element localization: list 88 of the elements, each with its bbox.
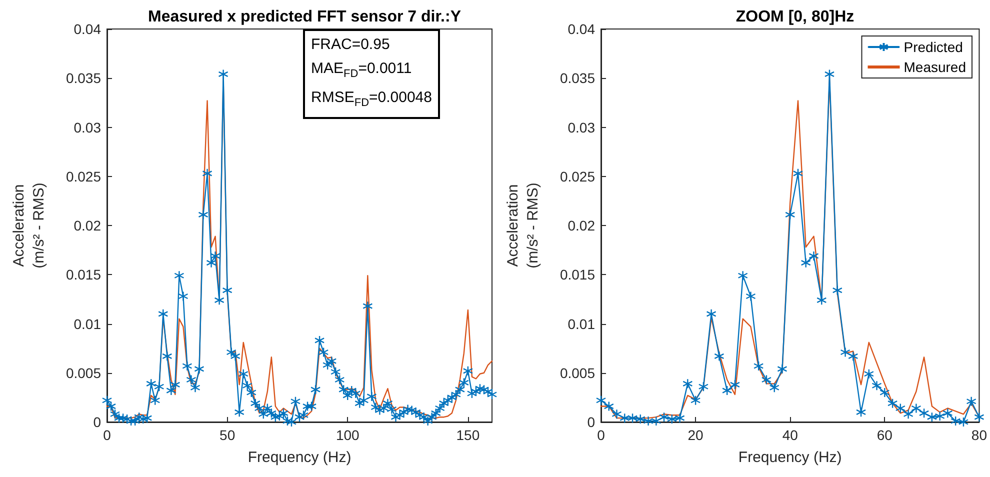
point (816, 295, 827, 306)
point (864, 368, 874, 379)
point (698, 382, 709, 392)
point (950, 416, 961, 426)
point (643, 416, 654, 426)
point (612, 409, 622, 420)
annotation: FRAC=0.95 (311, 35, 391, 55)
point (926, 412, 938, 422)
y-tick-label: 0 (93, 414, 102, 430)
point (682, 378, 693, 389)
point (808, 250, 819, 262)
point (761, 374, 772, 385)
point (596, 395, 606, 406)
point (706, 308, 716, 320)
point (974, 412, 984, 422)
point (903, 409, 914, 420)
point (738, 270, 748, 281)
legend-label: Measured (904, 59, 966, 75)
y-tick-label: 0.025 (66, 168, 102, 184)
point (604, 401, 614, 412)
point (848, 351, 858, 362)
point (911, 403, 922, 414)
point (918, 408, 930, 418)
x-tick-label: 60 (876, 427, 893, 443)
point (942, 408, 953, 418)
point (966, 396, 976, 406)
x-tick-label: 40 (782, 427, 798, 443)
point (832, 285, 842, 296)
point (895, 403, 906, 414)
annotation: RMSE$_{FD}$=0.00048 (311, 88, 432, 111)
y-axis-title: Acceleration (m/s² - RMS) (504, 182, 542, 268)
point (856, 407, 866, 418)
point (635, 414, 646, 424)
chart-title: ZOOM [0, 80]Hz (736, 8, 854, 26)
point (777, 364, 788, 374)
x-tick-label: 0 (597, 427, 606, 443)
point (620, 412, 630, 424)
point (666, 414, 678, 424)
text-box: FRAC=0.95 MAE$_{FD}$=0.0011 RMSE$_{FD}$=0.00048 (303, 29, 440, 119)
point (769, 382, 780, 393)
point (785, 210, 796, 220)
chart-title: Measured x predicted FFT sensor 7 dir.:Y (148, 8, 462, 26)
point (934, 411, 945, 422)
point (722, 385, 732, 396)
point (792, 168, 804, 179)
y-tick-label: 0.03 (568, 119, 596, 136)
legend-label: Predicted (904, 39, 963, 55)
x-tick-label: 50 (220, 427, 236, 443)
point (880, 387, 890, 398)
x-tick-label: 20 (688, 427, 704, 443)
point (840, 347, 850, 358)
y-tick-label: 0.035 (560, 70, 596, 86)
y-tick-label: 0.04 (568, 21, 596, 37)
x-tick-label: 80 (971, 427, 988, 443)
y-tick-label: 0.005 (560, 364, 596, 381)
y-tick-label: 0.01 (568, 316, 596, 332)
point (800, 258, 811, 268)
point (651, 416, 662, 426)
y-tick-label: 0 (587, 414, 596, 430)
point (824, 69, 835, 80)
y-tick-label: 0.04 (74, 21, 102, 37)
x-tick-label: 150 (456, 427, 480, 443)
point (958, 416, 969, 428)
point (887, 398, 898, 408)
x-axis-title: Frequency (Hz) (248, 449, 352, 466)
point (753, 360, 764, 372)
point (674, 412, 685, 424)
y-tick-label: 0.02 (568, 218, 596, 234)
y-tick-label: 0.005 (66, 364, 102, 381)
y-tick-label: 0.015 (560, 266, 596, 283)
annotation: MAE$_{FD}$=0.0011 (311, 59, 413, 82)
point (872, 380, 882, 391)
x-tick-label: 0 (103, 427, 112, 443)
y-tick-label: 0.02 (74, 218, 102, 234)
point (627, 412, 638, 424)
point (746, 291, 756, 302)
x-axis-title: Frequency (Hz) (738, 449, 842, 466)
point (658, 412, 670, 422)
y-tick-label: 0.01 (74, 316, 102, 332)
y-tick-label: 0.025 (560, 168, 596, 184)
y-axis-title: Acceleration (m/s² - RMS) (10, 182, 48, 268)
point (730, 380, 740, 390)
point (690, 395, 701, 406)
x-tick-label: 100 (336, 427, 360, 443)
y-tick-label: 0.03 (74, 119, 102, 136)
y-tick-label: 0.015 (66, 266, 102, 283)
point (714, 351, 724, 362)
y-tick-label: 0.035 (66, 70, 102, 86)
